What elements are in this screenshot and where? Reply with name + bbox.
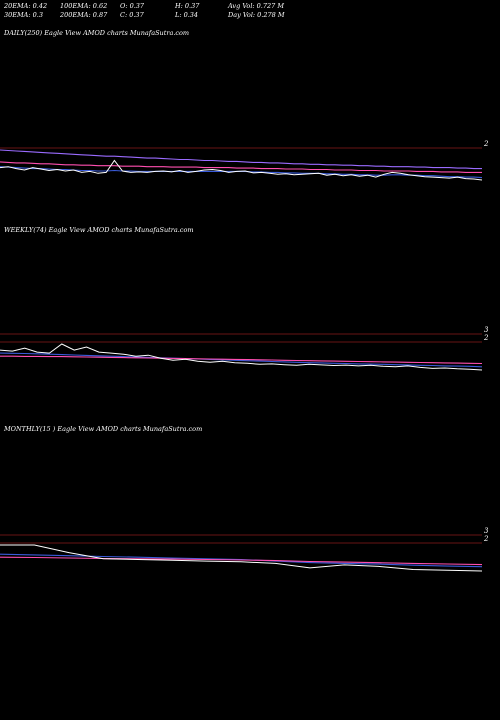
stat-30ema: 30EMA: 0.3 (4, 11, 43, 19)
y-tick-label: 2 (483, 334, 489, 342)
stat-open: O: 0.37 (120, 2, 145, 10)
y-tick-label: 3 (484, 326, 489, 334)
stat-avgvol: Avg Vol: 0.727 M (228, 2, 285, 10)
stat-high: H: 0.37 (175, 2, 200, 10)
y-tick-label: 2 (483, 140, 489, 148)
weekly-panel-title: WEEKLY(74) Eagle View AMOD charts Munafa… (4, 226, 194, 234)
y-tick-label: 3 (484, 527, 489, 535)
ema-line (0, 355, 483, 365)
stat-low: L: 0.34 (175, 11, 199, 19)
stat-close: C: 0.37 (120, 11, 144, 19)
stat-100ema: 100EMA: 0.62 (60, 2, 108, 10)
ema-line (0, 352, 483, 368)
price-line (0, 343, 483, 371)
ema-line (0, 556, 483, 566)
stat-200ema: 200EMA: 0.87 (60, 11, 108, 19)
stat-20ema: 20EMA: 0.42 (4, 2, 48, 10)
y-tick-label: 2 (483, 535, 489, 543)
daily-panel-title: DAILY(250) Eagle View AMOD charts Munafa… (4, 29, 190, 37)
monthly-panel-title: MONTHLY(15 ) Eagle View AMOD charts Muna… (4, 425, 203, 433)
price-line (0, 544, 483, 572)
ema-line (0, 149, 482, 170)
price-line (0, 159, 483, 181)
stat-dayvol: Day Vol: 0.278 M (228, 11, 285, 19)
ema-line (0, 161, 482, 173)
